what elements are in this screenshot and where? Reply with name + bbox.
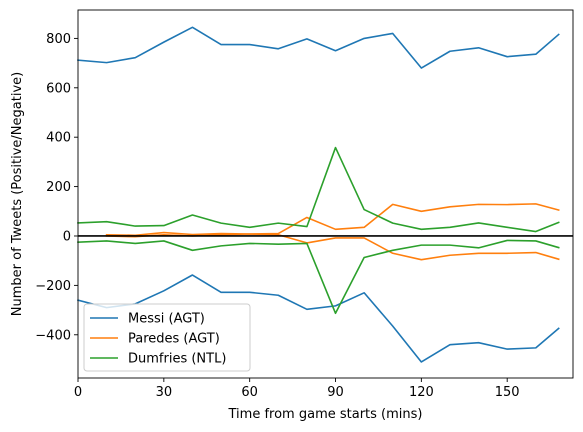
legend-label-dumfries-ntl: Dumfries (NTL) bbox=[128, 352, 226, 367]
legend-box bbox=[83, 303, 251, 372]
y-tick-label: 600 bbox=[46, 81, 71, 96]
x-tick-label: 30 bbox=[156, 385, 173, 400]
plot-frame bbox=[77, 9, 574, 379]
x-tick-label: 90 bbox=[327, 385, 344, 400]
legend: Messi (AGT) Paredes (AGT) Dumfries (NTL) bbox=[83, 303, 251, 372]
y-tick-label: 400 bbox=[46, 131, 71, 146]
x-axis-label: Time from game starts (mins) bbox=[228, 407, 423, 422]
y-tick-label: −400 bbox=[35, 328, 71, 343]
series-line-messi-agt-negative bbox=[77, 274, 560, 363]
y-tick-label: −200 bbox=[35, 279, 71, 294]
legend-label-messi-agt: Messi (AGT) bbox=[128, 312, 205, 327]
y-tick-label: 200 bbox=[46, 180, 71, 195]
legend-label-paredes-agt: Paredes (AGT) bbox=[128, 332, 220, 347]
axes: 0 30 60 90 120 150 −400 −200 0 200 400 600 800 bbox=[35, 9, 574, 400]
series-line-dumfries-ntl-positive bbox=[77, 146, 560, 233]
series-line-dumfries-ntl-negative bbox=[77, 239, 560, 315]
series-line-paredes-agt-positive bbox=[105, 203, 560, 237]
x-tick-label: 60 bbox=[241, 385, 258, 400]
y-tick-label: 800 bbox=[46, 32, 71, 47]
y-axis-label: Number of Tweets (Positive/Negative) bbox=[10, 72, 25, 316]
series-line-messi-agt-positive bbox=[77, 26, 560, 69]
y-tick-label: 0 bbox=[63, 229, 71, 244]
series-group bbox=[77, 26, 573, 363]
x-tick-label: 0 bbox=[74, 385, 82, 400]
x-tick-label: 150 bbox=[495, 385, 520, 400]
x-tick-label: 120 bbox=[409, 385, 434, 400]
